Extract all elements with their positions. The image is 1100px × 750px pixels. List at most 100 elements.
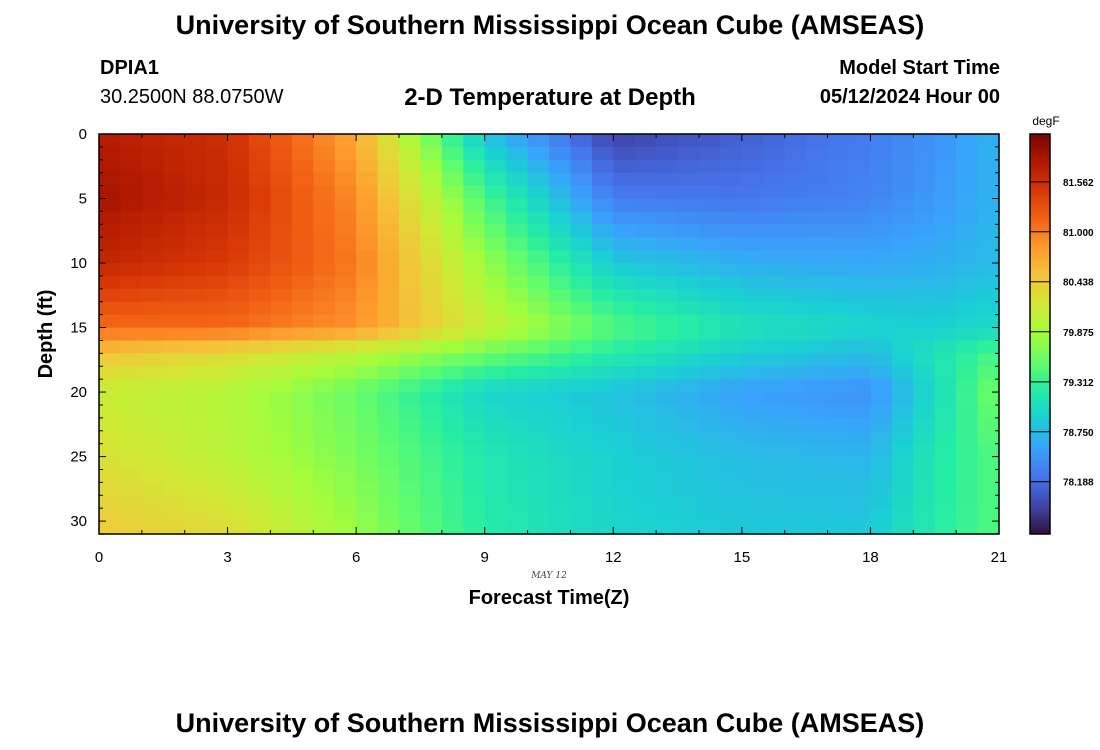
heatmap-cell — [334, 211, 357, 225]
heatmap-cell — [420, 353, 443, 367]
heatmap-cell — [141, 159, 164, 174]
heatmap-cell — [463, 392, 486, 406]
heatmap-cell — [613, 185, 636, 200]
heatmap-cell — [956, 366, 979, 380]
heatmap-cell — [549, 275, 572, 290]
heatmap-cell — [827, 288, 850, 303]
heatmap-cell — [720, 392, 743, 406]
heatmap-cell — [270, 172, 293, 187]
heatmap-cell — [141, 404, 164, 419]
heatmap-cell — [956, 469, 979, 483]
heatmap-cell — [99, 379, 122, 393]
heatmap-cell — [570, 146, 593, 161]
heatmap-cell — [677, 301, 700, 316]
heatmap-cell — [977, 159, 1000, 174]
heatmap-cell — [163, 211, 186, 225]
heatmap-cell — [741, 172, 764, 187]
heatmap-cell — [356, 185, 379, 200]
heatmap-cell — [977, 353, 1000, 367]
heatmap-cell — [763, 430, 786, 445]
heatmap-cell — [806, 301, 829, 316]
heatmap-cell — [163, 495, 186, 509]
heatmap-cell — [141, 366, 164, 380]
heatmap-cell — [956, 404, 979, 419]
heatmap-cell — [163, 134, 186, 148]
heatmap-cell — [399, 456, 422, 471]
heatmap-cell — [913, 250, 936, 264]
heatmap-cell — [141, 327, 164, 342]
heatmap-cell — [484, 443, 507, 458]
heatmap-cell — [163, 327, 186, 342]
heatmap-cell — [527, 508, 550, 522]
heatmap-cell — [591, 521, 614, 535]
heatmap-cell — [99, 404, 122, 419]
heatmap-cell — [163, 185, 186, 200]
heatmap-cell — [591, 366, 614, 380]
heatmap-cell — [120, 224, 143, 238]
heatmap-cell — [763, 340, 786, 354]
y-tick-label: 15 — [70, 320, 87, 337]
heatmap-cell — [141, 263, 164, 277]
heatmap-cell — [977, 340, 1000, 354]
heatmap-cell — [99, 521, 122, 535]
heatmap-cell — [913, 314, 936, 329]
heatmap-cell — [934, 146, 957, 161]
heatmap-cell — [506, 288, 529, 303]
heatmap-cell — [549, 288, 572, 303]
heatmap-cell — [463, 417, 486, 432]
heatmap-cell — [420, 340, 443, 354]
heatmap-cell — [463, 443, 486, 458]
heatmap-cell — [270, 237, 293, 251]
heatmap-cell — [741, 263, 764, 277]
heatmap-cell — [870, 469, 893, 483]
heatmap-cell — [441, 288, 464, 303]
y-axis-label: Depth (ft) — [35, 290, 57, 379]
heatmap-cell — [613, 146, 636, 161]
heatmap-cell — [549, 250, 572, 264]
heatmap-cell — [420, 379, 443, 393]
heatmap-cell — [570, 508, 593, 522]
x-tick-label: 9 — [481, 549, 489, 566]
heatmap-cell — [184, 482, 207, 496]
heatmap-cell — [441, 211, 464, 225]
heatmap-cell — [849, 430, 872, 445]
heatmap-cell — [870, 250, 893, 264]
heatmap-cell — [441, 340, 464, 354]
heatmap-cell — [934, 224, 957, 238]
heatmap-cell — [913, 275, 936, 290]
heatmap-cell — [591, 495, 614, 509]
colorbar-tick-label: 78.188 — [1063, 478, 1094, 489]
heatmap-cell — [356, 430, 379, 445]
heatmap-cell — [141, 430, 164, 445]
heatmap-cell — [291, 443, 314, 458]
heatmap-cell — [399, 366, 422, 380]
heatmap-cell — [720, 185, 743, 200]
heatmap-cell — [463, 185, 486, 200]
heatmap-cell — [527, 250, 550, 264]
heatmap-cell — [334, 146, 357, 161]
heatmap-cell — [99, 469, 122, 483]
heatmap-cell — [399, 237, 422, 251]
heatmap-cell — [913, 417, 936, 432]
heatmap-cell — [420, 224, 443, 238]
heatmap-cell — [141, 379, 164, 393]
heatmap-cell — [956, 198, 979, 213]
heatmap-cell — [527, 134, 550, 148]
heatmap-cell — [227, 275, 250, 290]
heatmap-cell — [634, 301, 657, 316]
heatmap-cell — [227, 508, 250, 522]
heatmap-cell — [184, 366, 207, 380]
heatmap-cell — [870, 301, 893, 316]
heatmap-cell — [806, 146, 829, 161]
heatmap-cell — [699, 146, 722, 161]
heatmap-cell — [913, 366, 936, 380]
heatmap-cell — [591, 353, 614, 367]
heatmap-cell — [313, 237, 336, 251]
heatmap-cell — [570, 353, 593, 367]
heatmap-cell — [741, 392, 764, 406]
heatmap-cell — [270, 521, 293, 535]
heatmap-cell — [141, 185, 164, 200]
heatmap-cell — [849, 366, 872, 380]
heatmap-cell — [613, 482, 636, 496]
heatmap-cell — [420, 482, 443, 496]
